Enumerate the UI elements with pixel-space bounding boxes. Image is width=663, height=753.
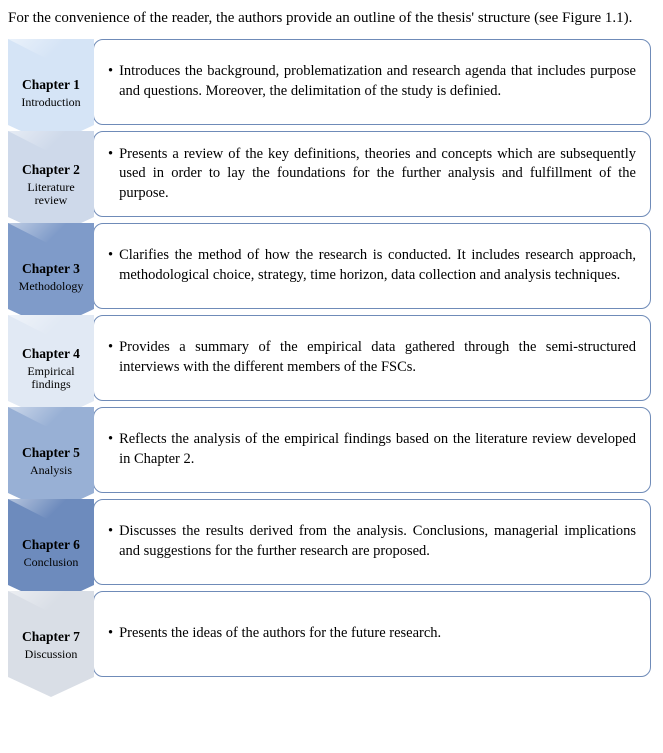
chapter-subtitle: Analysis [30, 464, 72, 477]
chapter-desc-box: • Reflects the analysis of the empirical … [93, 407, 651, 493]
chapter-tab: Chapter 4 Empirical findings [8, 315, 94, 401]
chapter-description: Reflects the analysis of the empirical f… [119, 430, 636, 469]
intro-paragraph: For the convenience of the reader, the a… [8, 8, 651, 29]
chapter-desc-box: • Clarifies the method of how the researc… [93, 223, 651, 309]
chapter-tab: Chapter 6 Conclusion [8, 499, 94, 585]
chapter-row: Chapter 1 Introduction • Introduces the bac… [8, 39, 651, 125]
chapter-number: Chapter 1 [22, 77, 80, 94]
bullet-icon: • [108, 430, 113, 448]
chapter-tab: Chapter 3 Methodology [8, 223, 94, 309]
chapter-tab: Chapter 5 Analysis [8, 407, 94, 493]
bullet-icon: • [108, 62, 113, 80]
chapter-tab: Chapter 1 Introduction [8, 39, 94, 125]
chapter-subtitle: Introduction [21, 96, 80, 109]
chapter-description: Presents the ideas of the authors for th… [119, 624, 441, 644]
chapter-number: Chapter 2 [22, 162, 80, 179]
chapter-desc-box: • Provides a summary of the empirical dat… [93, 315, 651, 401]
chapter-description: Presents a review of the key definitions… [119, 145, 636, 204]
chapter-row: Chapter 4 Empirical findings • Provides a s… [8, 315, 651, 401]
chapter-row: Chapter 6 Conclusion • Discusses the result… [8, 499, 651, 585]
chapter-number: Chapter 4 [22, 346, 80, 363]
chapter-number: Chapter 6 [22, 537, 80, 554]
bullet-icon: • [108, 522, 113, 540]
chapter-description: Clarifies the method of how the research… [119, 246, 636, 285]
chapter-row: Chapter 5 Analysis • Reflects the analysis … [8, 407, 651, 493]
bullet-icon: • [108, 624, 113, 642]
chapter-tab: Chapter 2 Literature review [8, 131, 94, 217]
chapter-desc-box: • Presents a review of the key definition… [93, 131, 651, 217]
chapter-row: Chapter 3 Methodology • Clarifies the metho… [8, 223, 651, 309]
bullet-icon: • [108, 145, 113, 163]
chapter-number: Chapter 5 [22, 445, 80, 462]
chapter-row: Chapter 7 Discussion • Presents the ideas o… [8, 591, 651, 677]
chapter-tab: Chapter 7 Discussion [8, 591, 94, 677]
chapter-description: Introduces the background, problematizat… [119, 62, 636, 101]
chapter-desc-box: • Presents the ideas of the authors for t… [93, 591, 651, 677]
chapter-subtitle: Conclusion [24, 556, 79, 569]
chapter-description: Discusses the results derived from the a… [119, 522, 636, 561]
chapter-row: Chapter 2 Literature review • Presents a re… [8, 131, 651, 217]
chapter-subtitle: Discussion [25, 648, 78, 661]
chapter-subtitle: Methodology [19, 280, 84, 293]
chapter-subtitle: Empirical findings [12, 365, 90, 391]
chapter-number: Chapter 3 [22, 261, 80, 278]
chapter-description: Provides a summary of the empirical data… [119, 338, 636, 377]
bullet-icon: • [108, 338, 113, 356]
chapter-desc-box: • Discusses the results derived from the … [93, 499, 651, 585]
chapter-number: Chapter 7 [22, 629, 80, 646]
chapter-subtitle: Literature review [12, 181, 90, 207]
chapter-desc-box: • Introduces the background, problematiza… [93, 39, 651, 125]
bullet-icon: • [108, 246, 113, 264]
chapter-list: Chapter 1 Introduction • Introduces the bac… [8, 39, 651, 677]
